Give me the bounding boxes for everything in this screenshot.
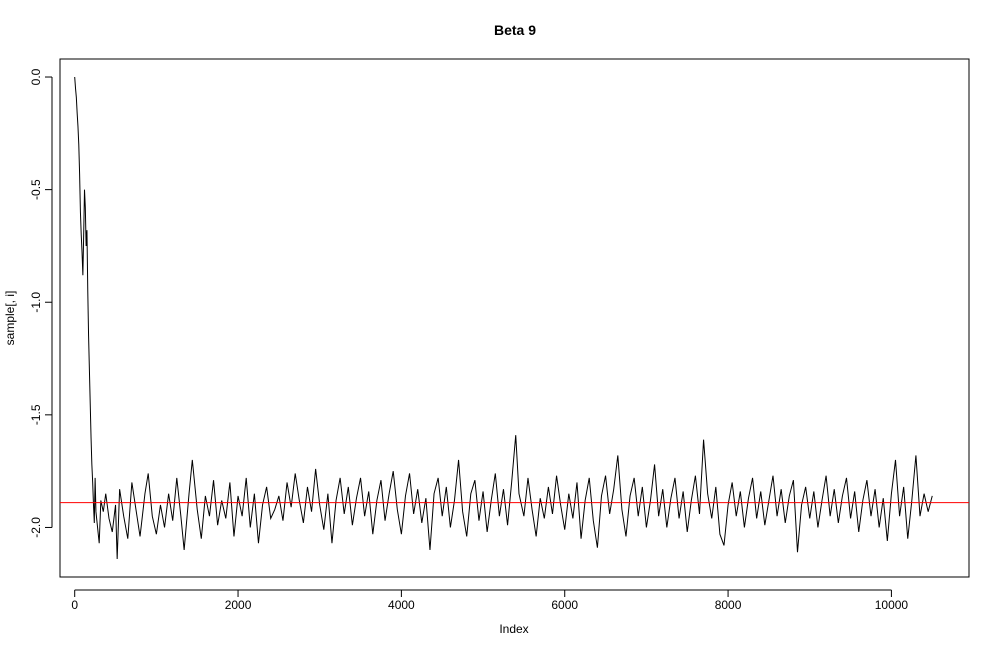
y-tick-label: -1.5 — [29, 404, 43, 425]
x-tick-label: 8000 — [715, 598, 742, 612]
x-tick-label: 2000 — [225, 598, 252, 612]
plot-frame — [59, 58, 970, 578]
y-tick-label: -2.0 — [29, 517, 43, 538]
y-tick-label: -1.0 — [29, 292, 43, 313]
trace-line-0 — [74, 76, 933, 559]
y-axis: 0.0 -0.5 -1.0 -1.5 -2.0 — [29, 68, 53, 538]
x-tick-label: 10000 — [875, 598, 909, 612]
y-tick-label: -0.5 — [29, 179, 43, 200]
x-axis: 0 2000 4000 6000 8000 10000 — [71, 589, 909, 612]
y-tick-label: 0.0 — [29, 68, 43, 85]
x-tick-label: 0 — [71, 598, 78, 612]
x-tick-label: 4000 — [388, 598, 415, 612]
y-axis-label: sample[, i] — [3, 291, 17, 346]
chart-title: Beta 9 — [494, 22, 536, 38]
x-axis-label: Index — [499, 622, 528, 636]
x-tick-label: 6000 — [551, 598, 578, 612]
trace-series — [74, 76, 933, 559]
